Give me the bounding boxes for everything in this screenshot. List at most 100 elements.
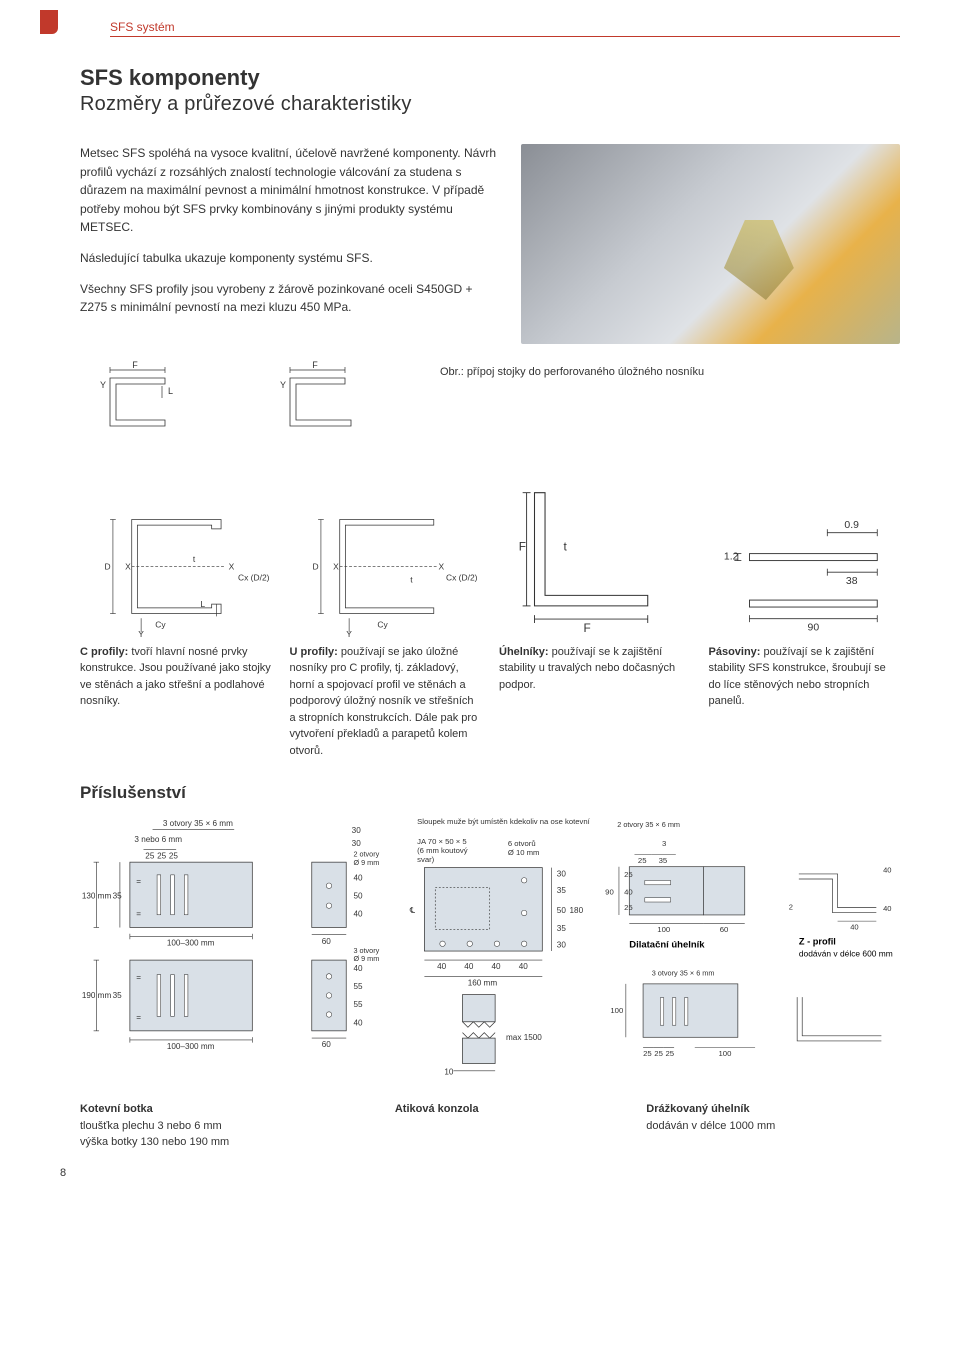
svg-text:55: 55: [353, 982, 363, 991]
svg-text:L: L: [168, 386, 173, 396]
svg-text:X: X: [438, 562, 444, 572]
svg-text:F: F: [312, 360, 318, 370]
svg-text:25: 25: [157, 852, 167, 861]
acc-z-profil: 40 2 40 40 Z - profil dodáván v délce 60…: [782, 815, 900, 1054]
svg-text:t: t: [410, 575, 413, 585]
label-drazkovany-uhelnik: Drážkovaný úhelník dodáván v délce 1000 …: [646, 1101, 900, 1151]
svg-text:30: 30: [557, 940, 567, 949]
svg-text:D: D: [104, 562, 110, 572]
intro-p3: Všechny SFS profily jsou vyrobeny z žáro…: [80, 280, 497, 317]
svg-text:dodáván v délce 600 mm: dodáván v délce 600 mm: [799, 948, 893, 958]
diagram-angle: F t F: [495, 440, 693, 638]
svg-text:60: 60: [321, 937, 331, 946]
svg-text:=: =: [136, 877, 141, 886]
svg-text:svar): svar): [417, 855, 435, 864]
svg-text:25: 25: [643, 1049, 652, 1058]
side-tab: [40, 10, 58, 34]
svg-text:40: 40: [437, 962, 447, 971]
svg-text:X: X: [125, 562, 131, 572]
svg-text:160 mm: 160 mm: [468, 979, 498, 988]
svg-text:Ø 10 mm: Ø 10 mm: [508, 848, 540, 857]
svg-text:=: =: [136, 1013, 141, 1022]
svg-text:Z - profil: Z - profil: [799, 937, 836, 947]
intro-p2: Následující tabulka ukazuje komponenty s…: [80, 249, 497, 268]
svg-text:Cy: Cy: [377, 620, 388, 630]
svg-text:Cy: Cy: [155, 620, 166, 630]
sketch-u-small: F Y: [260, 360, 410, 430]
svg-text:40: 40: [353, 910, 363, 919]
svg-text:60: 60: [321, 1040, 331, 1049]
svg-text:35: 35: [557, 886, 567, 895]
svg-text:40: 40: [883, 865, 891, 874]
svg-text:90: 90: [605, 887, 614, 896]
desc-p: Pásoviny: používají se k zajištění stabi…: [709, 644, 901, 760]
svg-text:X: X: [229, 562, 235, 572]
svg-text:L: L: [200, 599, 205, 609]
desc-a: Úhelníky: používají se k zajištění stabi…: [499, 644, 691, 760]
intro-p1: Metsec SFS spoléhá na vysoce kvalitní, ú…: [80, 144, 497, 237]
acc-kotevni-botka: 3 otvory 35 × 6 mm 3 nebo 6 mm 25 25 25 …: [80, 815, 280, 1051]
svg-text:JA 70 × 50 × 5: JA 70 × 50 × 5: [417, 837, 467, 846]
label-kotevni-botka: Kotevní botka tloušťka plechu 3 nebo 6 m…: [80, 1101, 355, 1151]
svg-text:35: 35: [557, 924, 567, 933]
page-title: SFS komponenty: [80, 65, 900, 91]
svg-text:40: 40: [883, 904, 891, 913]
svg-text:=: =: [136, 910, 141, 919]
svg-text:Cx (D/2): Cx (D/2): [445, 573, 477, 583]
svg-text:F: F: [132, 360, 138, 370]
diagram-c-profile: D X X t Cx (D/2) L Cy Y: [80, 496, 278, 637]
diagram-strip: 0.9 1.2 38 90: [703, 463, 901, 637]
svg-text:Y: Y: [100, 380, 106, 390]
svg-text:100: 100: [610, 1006, 623, 1015]
svg-text:max 1500: max 1500: [506, 1033, 542, 1042]
svg-text:55: 55: [353, 1000, 363, 1009]
svg-text:Sloupek muže být umístěn kdeko: Sloupek muže být umístěn kdekoliv na ose…: [417, 817, 589, 826]
figure-caption: Obr.: přípoj stojky do perforovaného úlo…: [440, 366, 900, 378]
desc-u: U profily: používají se jako úložné nosn…: [290, 644, 482, 760]
svg-text:6 otvorů: 6 otvorů: [508, 839, 536, 848]
svg-text:40: 40: [492, 962, 502, 971]
svg-text:2: 2: [789, 902, 793, 911]
svg-text:25: 25: [624, 870, 633, 879]
svg-text:180: 180: [570, 906, 584, 915]
svg-text:X: X: [333, 562, 339, 572]
svg-text:130 mm: 130 mm: [82, 891, 112, 900]
svg-text:40: 40: [850, 923, 858, 932]
svg-text:1.2: 1.2: [723, 552, 738, 563]
svg-text:40: 40: [519, 962, 529, 971]
svg-text:25: 25: [638, 856, 647, 865]
svg-text:40: 40: [353, 873, 363, 882]
svg-text:3 otvory 35 × 6 mm: 3 otvory 35 × 6 mm: [163, 819, 233, 828]
svg-text:10: 10: [445, 1067, 455, 1076]
svg-text:35: 35: [113, 991, 123, 1000]
svg-text:t: t: [193, 554, 196, 564]
svg-text:3 nebo 6 mm: 3 nebo 6 mm: [134, 835, 182, 844]
svg-text:25: 25: [145, 852, 155, 861]
intro-text: Metsec SFS spoléhá na vysoce kvalitní, ú…: [80, 144, 497, 344]
svg-text:30: 30: [351, 839, 361, 848]
page-subtitle: Rozměry a průřezové charakteristiky: [80, 93, 900, 116]
svg-text:90: 90: [807, 623, 819, 634]
svg-text:2 otvory 35 × 6 mm: 2 otvory 35 × 6 mm: [617, 820, 680, 829]
svg-text:Cx (D/2): Cx (D/2): [238, 573, 270, 583]
desc-c: C profily: tvoří hlavní nosné prvky kons…: [80, 644, 272, 760]
svg-text:50: 50: [557, 906, 567, 915]
svg-text:(6 mm koutový: (6 mm koutový: [417, 846, 468, 855]
svg-text:30: 30: [557, 870, 567, 879]
svg-text:t: t: [563, 540, 567, 554]
page-number: 8: [60, 1167, 66, 1179]
sketch-c-small: F Y L: [80, 360, 230, 430]
svg-text:100: 100: [657, 925, 670, 934]
svg-text:=: =: [136, 973, 141, 982]
svg-text:60: 60: [720, 925, 729, 934]
svg-text:D: D: [312, 562, 318, 572]
svg-text:25: 25: [624, 903, 633, 912]
svg-text:40: 40: [624, 887, 633, 896]
svg-text:30: 30: [351, 826, 361, 835]
svg-text:0.9: 0.9: [844, 520, 859, 531]
svg-text:50: 50: [353, 891, 363, 900]
svg-text:F: F: [584, 621, 591, 635]
label-atikova-konzola: Atiková konzola: [395, 1101, 606, 1151]
svg-text:3: 3: [662, 839, 666, 848]
section-header: SFS systém: [110, 20, 900, 37]
